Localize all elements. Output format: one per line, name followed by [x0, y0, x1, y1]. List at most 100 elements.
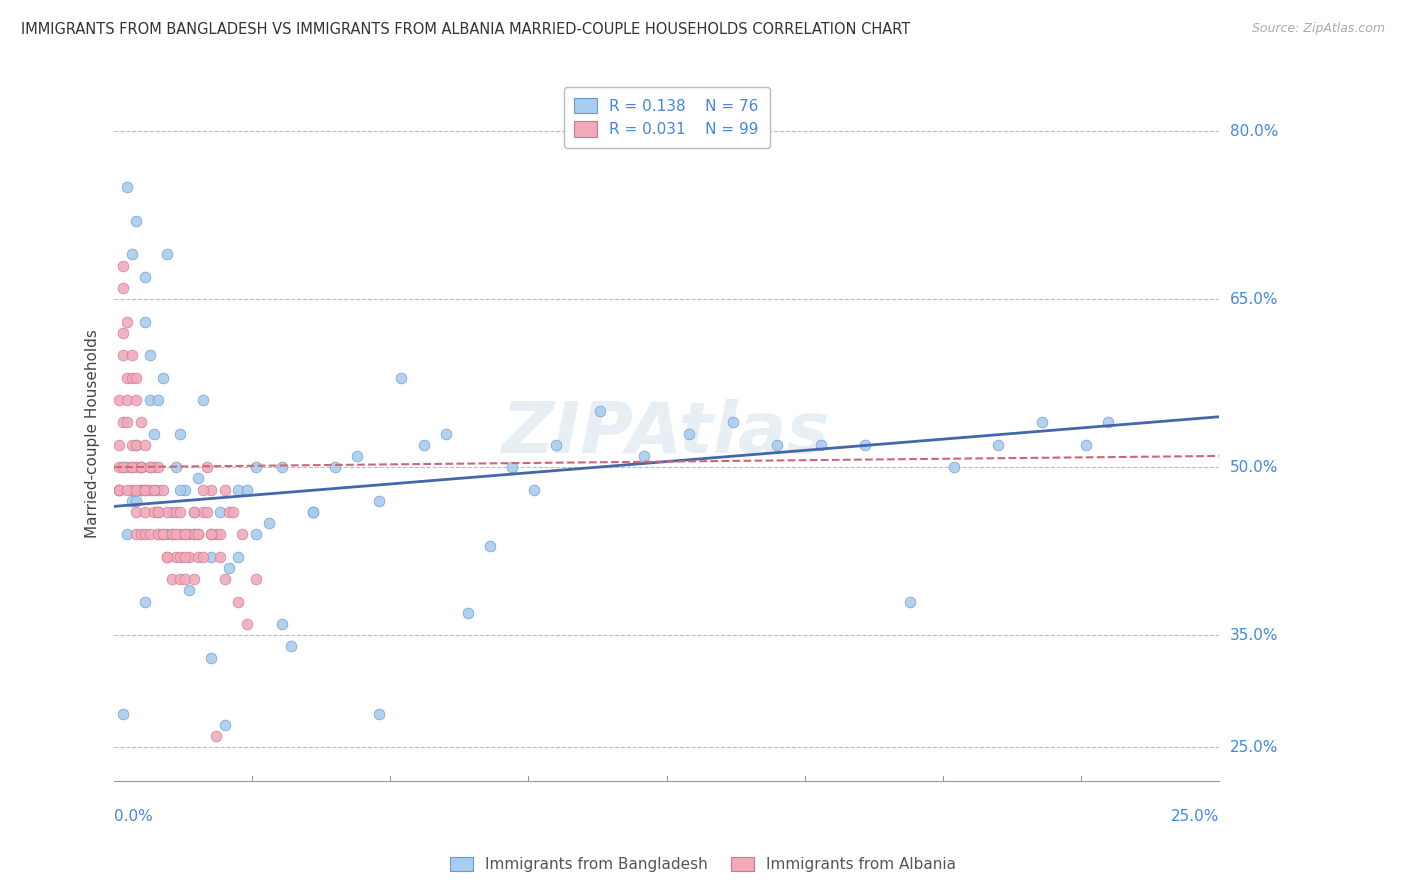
Point	[143, 483, 166, 497]
Point	[200, 650, 222, 665]
Point	[200, 483, 222, 497]
Point	[129, 527, 152, 541]
Point	[138, 460, 160, 475]
Point	[678, 426, 700, 441]
Point	[218, 505, 240, 519]
Point	[112, 326, 135, 340]
Point	[129, 483, 152, 497]
Point	[214, 572, 236, 586]
Point	[129, 460, 152, 475]
Point	[112, 460, 135, 475]
Point	[152, 370, 174, 384]
Point	[107, 460, 129, 475]
Text: 80.0%: 80.0%	[1230, 124, 1278, 138]
Point	[143, 505, 166, 519]
Point	[112, 706, 135, 721]
Point	[169, 483, 191, 497]
Point	[721, 416, 744, 430]
Point	[236, 617, 259, 632]
Point	[187, 471, 209, 485]
Point	[148, 505, 170, 519]
Point	[148, 483, 170, 497]
Point	[129, 460, 152, 475]
Point	[129, 416, 152, 430]
Point	[134, 483, 156, 497]
Point	[148, 505, 170, 519]
Point	[117, 483, 139, 497]
Point	[117, 416, 139, 430]
Point	[391, 370, 413, 384]
Point	[191, 505, 214, 519]
Point	[271, 617, 294, 632]
Point	[121, 460, 143, 475]
Point	[112, 259, 135, 273]
Text: 65.0%: 65.0%	[1230, 292, 1278, 307]
Text: 35.0%: 35.0%	[1230, 628, 1278, 642]
Text: 25.0%: 25.0%	[1171, 809, 1219, 824]
Point	[174, 527, 197, 541]
Point	[898, 594, 921, 608]
Point	[129, 460, 152, 475]
Point	[187, 549, 209, 564]
Legend: R = 0.138    N = 76, R = 0.031    N = 99: R = 0.138 N = 76, R = 0.031 N = 99	[564, 87, 769, 148]
Point	[134, 315, 156, 329]
Point	[434, 426, 457, 441]
Point	[125, 460, 148, 475]
Point	[160, 527, 183, 541]
Point	[174, 572, 197, 586]
Point	[143, 426, 166, 441]
Point	[117, 460, 139, 475]
Point	[169, 549, 191, 564]
Point	[156, 527, 179, 541]
Point	[125, 370, 148, 384]
Point	[125, 213, 148, 227]
Point	[121, 247, 143, 261]
Point	[112, 281, 135, 295]
Point	[138, 392, 160, 407]
Point	[1076, 438, 1098, 452]
Point	[523, 483, 546, 497]
Y-axis label: Married-couple Households: Married-couple Households	[86, 329, 100, 538]
Point	[117, 527, 139, 541]
Point	[271, 460, 294, 475]
Point	[174, 483, 197, 497]
Point	[179, 527, 201, 541]
Point	[457, 606, 479, 620]
Point	[209, 549, 232, 564]
Point	[143, 483, 166, 497]
Point	[138, 348, 160, 362]
Point	[125, 493, 148, 508]
Point	[205, 527, 228, 541]
Point	[368, 493, 391, 508]
Point	[107, 392, 129, 407]
Point	[152, 527, 174, 541]
Point	[169, 572, 191, 586]
Text: Source: ZipAtlas.com: Source: ZipAtlas.com	[1251, 22, 1385, 36]
Point	[129, 483, 152, 497]
Point	[169, 527, 191, 541]
Point	[257, 516, 280, 531]
Point	[187, 527, 209, 541]
Text: 0.0%: 0.0%	[114, 809, 153, 824]
Point	[245, 572, 267, 586]
Point	[107, 483, 129, 497]
Point	[138, 483, 160, 497]
Text: IMMIGRANTS FROM BANGLADESH VS IMMIGRANTS FROM ALBANIA MARRIED-COUPLE HOUSEHOLDS : IMMIGRANTS FROM BANGLADESH VS IMMIGRANTS…	[21, 22, 910, 37]
Point	[412, 438, 434, 452]
Point	[152, 527, 174, 541]
Point	[226, 549, 249, 564]
Point	[183, 527, 205, 541]
Point	[134, 438, 156, 452]
Point	[156, 549, 179, 564]
Point	[134, 269, 156, 284]
Point	[214, 718, 236, 732]
Point	[987, 438, 1010, 452]
Point	[117, 392, 139, 407]
Point	[138, 527, 160, 541]
Point	[589, 404, 612, 418]
Point	[134, 505, 156, 519]
Point	[148, 460, 170, 475]
Point	[107, 483, 129, 497]
Point	[478, 539, 501, 553]
Text: 25.0%: 25.0%	[1230, 739, 1278, 755]
